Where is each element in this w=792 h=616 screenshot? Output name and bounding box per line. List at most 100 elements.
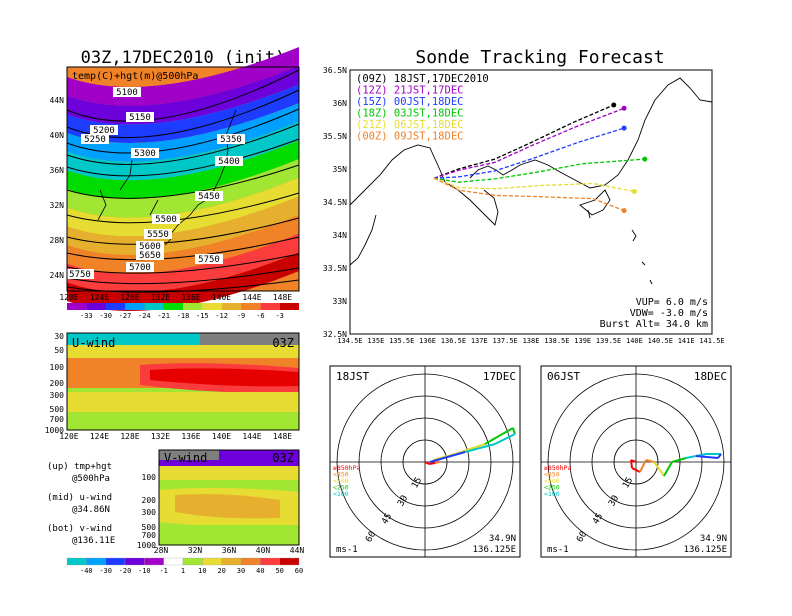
level-legend: <250 <box>544 484 560 492</box>
lat-tick-label: 33N <box>333 297 348 306</box>
colorbar-swatch <box>202 303 222 310</box>
contour-label-bg <box>195 254 223 264</box>
lon-tick-label: 137E <box>471 337 488 345</box>
contour-label: 5600 <box>139 242 161 252</box>
colorbar-swatch <box>182 557 203 566</box>
colorbar-swatch <box>66 557 87 566</box>
contour-label-bg <box>66 269 94 279</box>
height-contour <box>66 164 300 199</box>
lon-tick-label: 124E <box>90 432 109 441</box>
hodograph-time: 18JST <box>336 370 369 383</box>
colorbar-label: -27 <box>119 312 132 320</box>
colorbar-label: -40 <box>80 567 93 575</box>
lon-tick-label: 140E <box>626 337 643 345</box>
height-contour <box>66 69 300 122</box>
contour-label: 5450 <box>198 192 220 202</box>
pressure-tick-label: 100 <box>142 473 157 482</box>
colorbar-label: 10 <box>198 567 206 575</box>
lat-tick-label: 28N <box>50 236 65 245</box>
hodograph-segment <box>631 467 641 473</box>
track-endpoint <box>621 208 627 214</box>
level-legend: <850 <box>544 471 560 479</box>
contour-label: 5750 <box>69 270 91 280</box>
pressure-tick-label: 100 <box>50 363 65 372</box>
desc-mid: (mid) u-wind <box>47 493 112 503</box>
lat-tick-label: 35N <box>333 165 348 174</box>
right-title: Sonde Tracking Forecast <box>415 47 664 68</box>
contour-label-bg <box>195 191 223 201</box>
colorbar-swatch <box>260 303 280 310</box>
lat-tick-label: 32.5N <box>323 330 347 339</box>
contour-label-bg <box>136 250 164 260</box>
ring-label: 30 <box>396 494 410 508</box>
hodograph-segment <box>429 451 466 463</box>
contour-label: 5350 <box>220 135 242 145</box>
temp-band <box>67 196 299 255</box>
contour-label-bg <box>152 214 180 224</box>
legend-entry: (15Z) 00JST,18DEC <box>356 96 463 108</box>
hodograph-segment <box>464 443 496 453</box>
hodograph-segment <box>484 427 514 445</box>
hodograph-segment <box>717 453 722 459</box>
hodograph-segment <box>645 459 655 463</box>
contour-label-bg <box>81 134 109 144</box>
lat-tick-label: 28N <box>154 546 169 555</box>
track-endpoint <box>631 188 637 194</box>
hodograph-lon: 136.125E <box>473 545 516 555</box>
lon-tick-label: 137.5E <box>492 337 517 345</box>
tracking-map: (09Z) 18JST,17DEC2010(12Z) 21JST,17DEC(1… <box>323 66 725 345</box>
colorbar-label: -30 <box>99 567 112 575</box>
track-line <box>433 177 635 193</box>
hodograph-segment <box>512 427 516 435</box>
lon-tick-label: 148E <box>273 432 292 441</box>
pressure-tick-label: 300 <box>142 508 157 517</box>
colorbar-label: 1 <box>181 567 185 575</box>
level-legend: ≥850hPa <box>333 464 360 472</box>
wind-colorbar: -40 -30 -20 -10 -1 1 10 20 30 40 50 60 <box>66 557 303 575</box>
lon-tick-label: 139.5E <box>596 337 621 345</box>
desc-bot: (bot) v-wind <box>47 524 112 534</box>
colorbar-label: -9 <box>237 312 245 320</box>
level-legend: <850 <box>333 471 349 479</box>
colorbar-swatch <box>124 557 145 566</box>
colorbar-swatch <box>86 557 106 566</box>
temp-band <box>67 65 299 125</box>
colorbar-label: -30 <box>99 312 112 320</box>
height-contour <box>66 236 300 261</box>
ring-label: 45 <box>380 512 394 526</box>
ring-label: 15 <box>410 476 424 490</box>
lon-tick-label: 128E <box>120 293 139 302</box>
height-contour <box>66 138 300 177</box>
param-vup: VUP= 6.0 m/s <box>636 297 708 308</box>
hodograph-segment <box>454 443 486 455</box>
pressure-tick-label: 30 <box>54 332 64 341</box>
colorbar-label: -33 <box>80 312 93 320</box>
uwind-time: 03Z <box>272 336 294 350</box>
hodograph-segment <box>659 469 665 477</box>
param-vdw: VDW= -3.0 m/s <box>630 308 708 319</box>
uwind-label: U-wind <box>72 336 115 350</box>
lon-tick-label: 140.5E <box>648 337 673 345</box>
height-contour <box>66 108 300 154</box>
lat-tick-label: 34.5N <box>323 198 347 207</box>
hodograph-lat: 34.9N <box>489 534 516 544</box>
pressure-tick-label: 700 <box>50 415 65 424</box>
left-title: 03Z,17DEC2010 (init) <box>81 48 286 68</box>
tracking-lat-labels: 36.5N 36N 35.5N 35N 34.5N 34N 33.5N 33N 32.5N <box>323 66 347 339</box>
lon-tick-label: 135E <box>367 337 384 345</box>
hodograph-segment <box>639 459 647 473</box>
lon-tick-label: 124E <box>90 293 109 302</box>
pressure-tick-label: 700 <box>142 531 157 540</box>
level-legend: <100 <box>544 490 560 498</box>
lon-tick-label: 141E <box>678 337 695 345</box>
ring-label: 60 <box>575 530 589 544</box>
lat-tick-label: 36N <box>333 99 348 108</box>
vwind-lat-labels: 28N 32N 36N 40N 44N <box>154 546 305 555</box>
contour-label-bg <box>126 262 154 272</box>
